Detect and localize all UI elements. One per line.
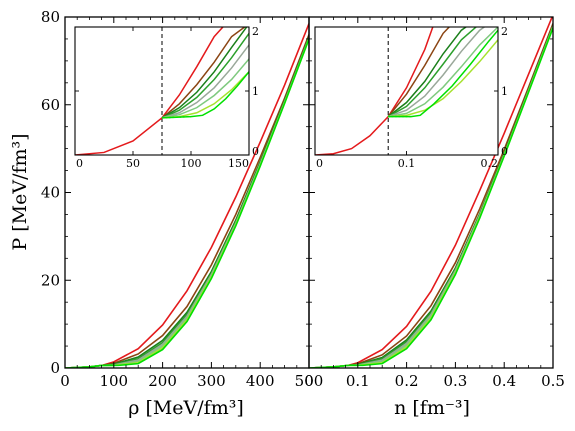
right-inset-series-line-5 [387, 27, 486, 118]
right-inset-y-tick-label: 2 [501, 25, 508, 38]
right-inset-series-line-4 [387, 27, 478, 118]
left-y-tick-label: 0 [50, 359, 60, 377]
left-inset-series-line-4 [161, 32, 249, 119]
left-inset-y-tick-label: 2 [252, 25, 259, 38]
right-inset-series-line-8 [388, 29, 498, 118]
right-inset-y-tick-label: 1 [501, 85, 508, 98]
left-inset-x-tick-label: 150 [228, 157, 249, 170]
y-axis-label: P [MeV/fm³] [9, 133, 31, 250]
right-x-tick-label: 0.2 [395, 372, 419, 390]
left-inset-series-line-6 [161, 58, 249, 119]
right-inset-x-tick-label: 0.2 [481, 157, 499, 170]
right-x-axis-label: n [fm⁻³] [394, 397, 470, 419]
right-x-tick-label: 0.4 [492, 372, 516, 390]
left-x-tick-label: 200 [148, 372, 177, 390]
left-inset-x-tick-label: 50 [126, 157, 140, 170]
left-inset-y-tick-label: 1 [252, 85, 259, 98]
left-y-tick-label: 80 [41, 8, 60, 26]
left-series-group [65, 23, 309, 368]
right-inset-series-line-2 [387, 27, 451, 118]
right-x-tick-label: 0.3 [443, 372, 467, 390]
left-inset-y-tick-label: 0 [252, 145, 259, 158]
left-inset-series-line-1 [75, 27, 224, 155]
left-inset-series-group [75, 27, 249, 155]
left-inset-x-tick-label: 100 [181, 157, 202, 170]
right-inset-background [315, 27, 498, 155]
right-inset-series-line-6 [388, 27, 498, 118]
left-inset-x-tick-label: 0 [76, 157, 83, 170]
right-x-tick-label: 0.1 [346, 372, 370, 390]
right-inset-series-line-7 [388, 39, 498, 118]
left-inset-series-line-2 [161, 27, 246, 119]
left-x-tick-label: 100 [99, 372, 128, 390]
right-series-line-8 [309, 27, 553, 368]
right-x-tick-label: 0 [304, 372, 314, 390]
right-inset-x-tick-label: 0 [316, 157, 323, 170]
left-x-axis-label: ρ [MeV/fm³] [128, 397, 244, 419]
left-x-tick-label: 300 [197, 372, 226, 390]
right-inset-series-group [315, 27, 498, 155]
left-inset-series-line-5 [161, 44, 249, 119]
right-inset-series-line-1 [315, 27, 434, 155]
left-x-tick-label: 500 [295, 372, 324, 390]
right-inset-series-line-3 [387, 27, 468, 118]
left-y-tick-label: 40 [41, 184, 60, 202]
right-inset-x-tick-label: 0.1 [398, 157, 416, 170]
left-inset-dotted-line [161, 115, 192, 119]
left-y-tick-label: 60 [41, 96, 60, 114]
right-inset-y-tick-label: 0 [501, 145, 508, 158]
right-x-tick-label: 0.5 [541, 372, 565, 390]
left-y-tick-label: 20 [41, 271, 60, 289]
left-x-tick-label: 400 [246, 372, 275, 390]
left-inset-series-line-3 [161, 27, 248, 119]
left-x-tick-label: 0 [60, 372, 70, 390]
